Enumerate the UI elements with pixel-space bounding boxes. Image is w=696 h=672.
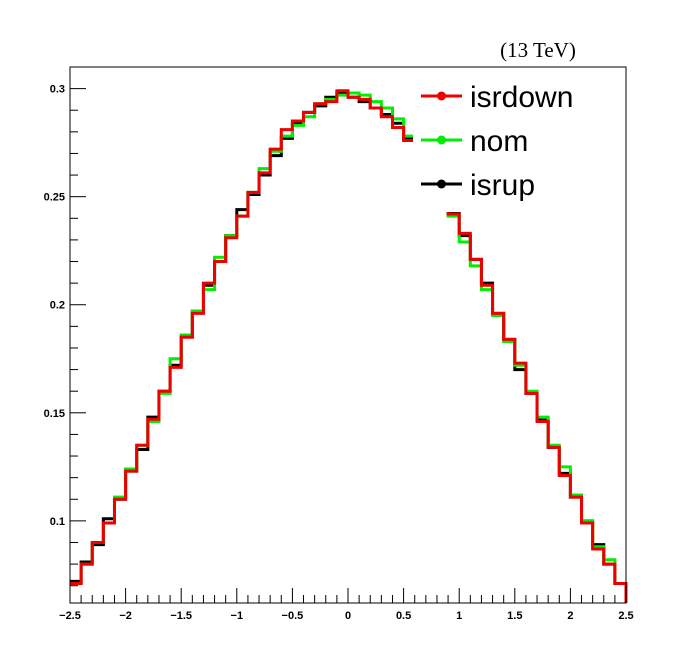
x-tick-label: 0.5 xyxy=(396,610,411,622)
legend-nom-label: nom xyxy=(470,125,528,158)
x-tick-label: 2.5 xyxy=(618,610,633,622)
x-tick-label: −0.5 xyxy=(282,610,304,622)
x-tick-label: −2.5 xyxy=(59,610,81,622)
legend: isrdown nom isrup xyxy=(413,76,585,212)
x-axis: −2.5 −2 −1.5 −1 −0.5 0 0.5 1 1.5 2 2.5 xyxy=(59,588,634,622)
x-tick-label: −2 xyxy=(119,610,132,622)
plot-area xyxy=(70,89,628,603)
series-isrdown-line xyxy=(70,89,628,603)
y-tick-label: 0.2 xyxy=(50,300,65,312)
x-tick-label: −1 xyxy=(231,610,244,622)
x-tick-label: −1.5 xyxy=(170,610,192,622)
y-tick-label: 0.15 xyxy=(44,408,65,420)
y-tick-label: 0.3 xyxy=(50,84,65,96)
legend-isrdown-label: isrdown xyxy=(470,81,573,114)
x-tick-label: 2 xyxy=(567,610,573,622)
y-axis: 0.1 0.15 0.2 0.25 0.3 xyxy=(44,66,86,587)
legend-nom-marker xyxy=(437,135,446,145)
legend-isrup-label: isrup xyxy=(470,169,535,202)
y-tick-label: 0.1 xyxy=(50,516,65,528)
y-tick-label: 0.25 xyxy=(44,192,65,204)
x-tick-label: 1 xyxy=(456,610,462,622)
legend-isrdown-marker xyxy=(437,91,446,101)
x-tick-label: 0 xyxy=(345,610,351,622)
legend-isrup-marker xyxy=(437,179,446,189)
x-tick-label: 1.5 xyxy=(507,610,522,622)
energy-label: (13 TeV) xyxy=(500,38,576,62)
